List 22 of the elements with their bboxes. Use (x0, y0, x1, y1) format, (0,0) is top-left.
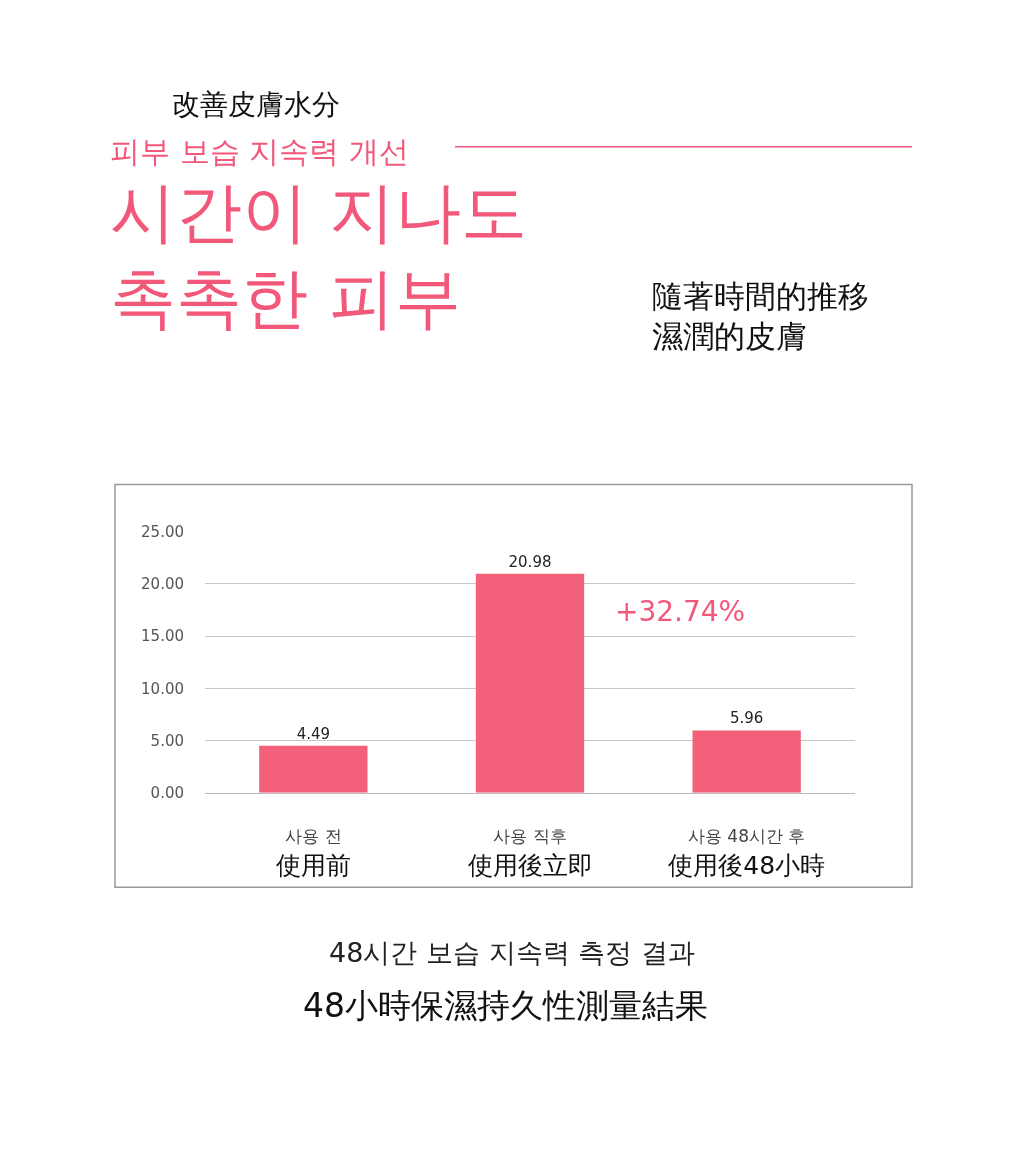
y-tick-label: 25.00 (141, 523, 184, 542)
y-tick-label: 20.00 (141, 575, 184, 594)
bar (692, 730, 801, 793)
text: 48小時保濕持久性測量結果 (303, 986, 708, 1025)
text: 48시간 보습 지속력 측정 결과 (329, 937, 695, 968)
data-label: 20.98 (508, 552, 552, 571)
chart-subtitle: 隨著時間的推移濕潤的皮膚 (652, 278, 869, 355)
bar (259, 745, 368, 793)
annotation: +32.74% (615, 595, 746, 628)
y-tick-label: 10.00 (141, 679, 184, 698)
text: 피부 보습 지속력 개선 (110, 134, 409, 169)
bar (475, 573, 585, 793)
text: 改善皮膚水分 (172, 88, 340, 121)
x-tick-label: 사용 직후 使用後立即 (467, 825, 593, 881)
data-label: 4.49 (296, 724, 331, 743)
x-tick-label: 사용 전 使用前 (275, 825, 351, 881)
y-tick-label: 5.00 (150, 731, 184, 750)
y-tick-label: 15.00 (141, 627, 184, 646)
data-label: 5.96 (729, 709, 764, 728)
x-tick-label: 사용 48시간 후 使用後48小時 (668, 825, 826, 881)
y-tick-label: 0.00 (150, 783, 184, 802)
chart-title: 시간이 지나도 촉촉한 피부 (110, 174, 527, 337)
